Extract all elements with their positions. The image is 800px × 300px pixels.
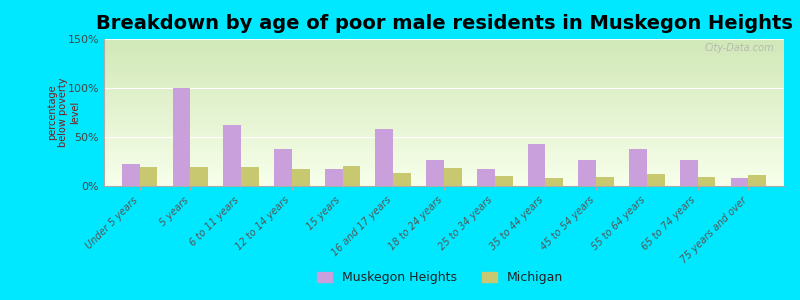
Bar bbox=[698, 177, 715, 186]
Bar bbox=[325, 169, 342, 186]
Bar bbox=[241, 167, 258, 186]
Bar bbox=[630, 149, 647, 186]
Bar bbox=[749, 175, 766, 186]
Bar bbox=[394, 173, 411, 186]
Bar bbox=[139, 167, 158, 186]
Bar bbox=[375, 129, 394, 186]
Y-axis label: percentage
below poverty
level: percentage below poverty level bbox=[46, 78, 80, 147]
Text: City-Data.com: City-Data.com bbox=[704, 44, 774, 53]
Bar bbox=[546, 178, 563, 186]
Bar bbox=[494, 176, 513, 186]
Bar bbox=[578, 160, 596, 186]
Bar bbox=[190, 167, 208, 186]
Bar bbox=[426, 160, 444, 186]
Bar bbox=[292, 169, 310, 186]
Bar bbox=[528, 144, 546, 186]
Bar bbox=[342, 167, 360, 186]
Bar bbox=[730, 178, 749, 186]
Bar bbox=[596, 177, 614, 186]
Bar bbox=[122, 164, 139, 186]
Bar bbox=[647, 174, 665, 186]
Bar bbox=[274, 149, 292, 186]
Legend: Muskegon Heights, Michigan: Muskegon Heights, Michigan bbox=[310, 265, 570, 291]
Title: Breakdown by age of poor male residents in Muskegon Heights: Breakdown by age of poor male residents … bbox=[95, 14, 793, 33]
Bar bbox=[477, 169, 494, 186]
Bar bbox=[173, 88, 190, 186]
Bar bbox=[223, 125, 241, 186]
Bar bbox=[444, 168, 462, 186]
Bar bbox=[680, 160, 698, 186]
